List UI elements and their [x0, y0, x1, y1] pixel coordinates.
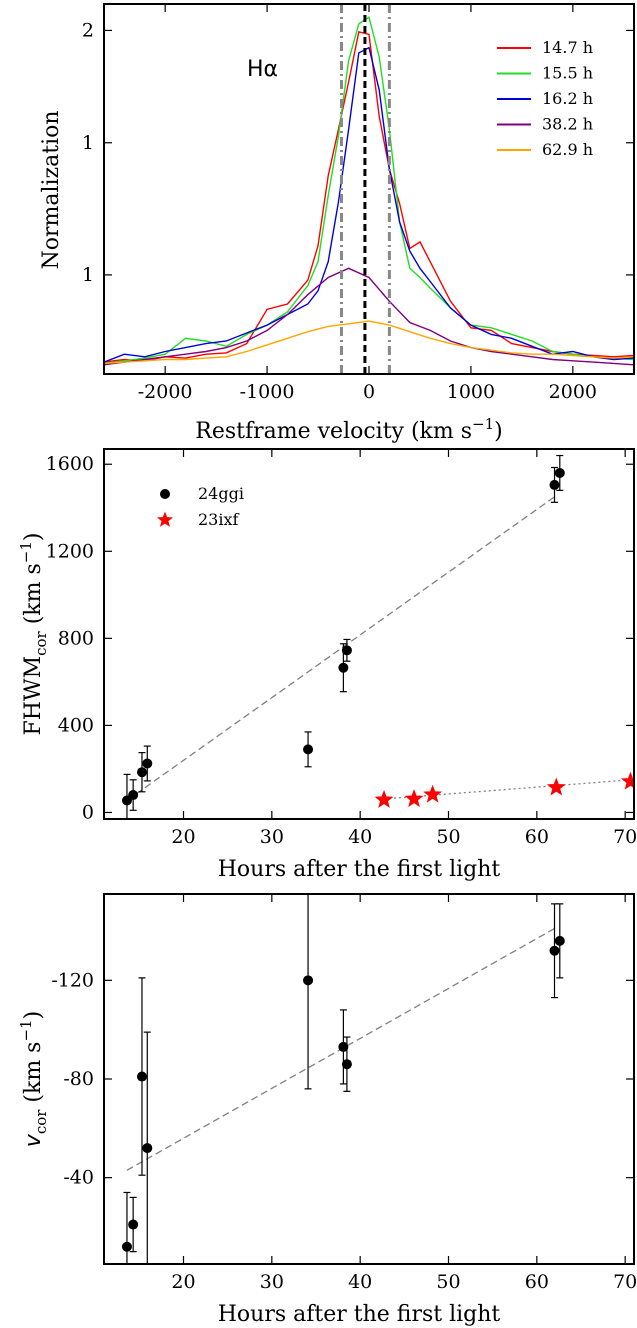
y-axis-title-main: FHWM [21, 656, 46, 736]
legend-label: 16.2 h [542, 89, 593, 108]
y-tick-label: 400 [58, 714, 94, 736]
panel-1: -2000 -1000 0 1000 2000 1 1 2 Hα 14.7 h 15.5 h 16.2… [39, 3, 635, 444]
x-axis-title-main: Restframe velocity (km s [195, 419, 472, 444]
plot-area [121, 894, 565, 1264]
line-annotation: Hα [247, 57, 278, 82]
x-tick-label: -2000 [138, 381, 193, 403]
data-point [554, 467, 565, 478]
data-point [142, 1143, 153, 1154]
plot-area [104, 4, 634, 374]
legend: 14.7 h 15.5 h 16.2 h 38.2 h 62.9 h [497, 38, 593, 159]
y-axis-title-sup: −1 [17, 1019, 35, 1041]
data-point [121, 1241, 132, 1252]
data-point [142, 758, 153, 769]
x-tick-label: 50 [436, 826, 460, 848]
data-point-star [423, 784, 443, 803]
y-axis-title-tail: (km s [21, 563, 46, 631]
data-point [341, 1059, 352, 1070]
legend-label: 15.5 h [542, 64, 593, 83]
x-axis-title: Hours after the first light [218, 857, 501, 882]
data-point [549, 945, 560, 956]
x-tick-label: 60 [525, 1271, 549, 1293]
y-tick-label: -40 [63, 1167, 94, 1189]
x-tick-label: 1000 [447, 381, 495, 403]
y-axis-title-end: ) [21, 533, 46, 542]
fit-line-dotted [383, 779, 631, 800]
data-point [128, 790, 139, 801]
y-tick-label: -120 [51, 969, 94, 991]
data-point [128, 1219, 139, 1230]
data-point [136, 1071, 147, 1082]
legend-label: 62.9 h [542, 140, 593, 159]
x-axis-title: Hours after the first light [218, 1302, 501, 1327]
series-line-16-2-h [104, 46, 634, 363]
data-point [303, 975, 314, 986]
x-tick-label: 0 [363, 381, 375, 403]
x-axis-title-sup: −1 [472, 415, 494, 433]
data-point-star [546, 777, 566, 796]
x-tick-label: 70 [613, 826, 637, 848]
x-tick-label: 30 [260, 826, 284, 848]
series-line-38-2-h [104, 267, 634, 366]
legend-label: 14.7 h [542, 38, 593, 57]
plot-frame [103, 893, 635, 1265]
x-tick-label: 70 [613, 1271, 637, 1293]
x-tick-label: 50 [436, 1271, 460, 1293]
legend: 24ggi 23ixf [156, 484, 244, 529]
fit-line-dashed [126, 496, 555, 802]
y-tick-label: 1200 [46, 540, 94, 562]
y-tick-label: 1600 [46, 453, 94, 475]
legend-marker [160, 489, 170, 499]
x-tick-label: 30 [260, 1271, 284, 1293]
y-tick-label: 2 [82, 19, 94, 41]
y-axis-title-tail: (km s [21, 1042, 46, 1110]
plot-frame [103, 3, 635, 375]
y-tick-label: 0 [82, 801, 94, 823]
x-tick-label: 60 [525, 826, 549, 848]
x-axis-title: Restframe velocity (km s−1) [195, 415, 503, 444]
data-point [554, 935, 565, 946]
data-point [136, 767, 147, 778]
panel-2: 20 30 40 50 60 70 0 400 800 1200 1600 24ggi 23ixf Hou… [17, 448, 637, 882]
plot-area [121, 454, 634, 819]
x-tick-label: 20 [171, 1271, 195, 1293]
x-tick-label: 20 [171, 826, 195, 848]
series-line-62-9-h [104, 320, 634, 365]
data-point [338, 662, 349, 673]
data-point [341, 645, 352, 656]
data-point [338, 1041, 349, 1052]
data-point [303, 744, 314, 755]
y-axis-title-end: ) [21, 1011, 46, 1020]
y-axis-title: Normalization [39, 110, 64, 269]
x-tick-label: 40 [348, 1271, 372, 1293]
x-axis-title-tail: ) [494, 419, 503, 444]
plot-frame [103, 448, 635, 820]
data-point-star [621, 771, 634, 790]
y-tick-label: 1 [82, 132, 94, 154]
series-line-14-7-h [104, 30, 634, 363]
x-tick-label: 2000 [549, 381, 597, 403]
y-axis-title: FHWMcor (km s−1) [17, 533, 50, 736]
y-axis-title: vcor (km s−1) [17, 1011, 50, 1147]
data-point-star [404, 789, 424, 807]
legend-marker-star [156, 511, 174, 527]
y-tick-label: -80 [63, 1068, 94, 1090]
y-axis-title-main: v [21, 1133, 46, 1147]
legend-label: 38.2 h [542, 115, 593, 134]
x-tick-label: -1000 [240, 381, 295, 403]
y-tick-label: 1 [82, 264, 94, 286]
panel-3: 20 30 40 50 60 70 -40 -80 -120 Hours after the fi… [17, 893, 637, 1327]
data-point-star [374, 789, 394, 808]
y-tick-label: 800 [58, 627, 94, 649]
legend-label: 24ggi [198, 484, 244, 503]
x-tick-label: 40 [348, 826, 372, 848]
y-axis-title-sub: cor [32, 1109, 50, 1134]
legend-label: 23ixf [198, 510, 240, 529]
y-axis-title-sup: −1 [17, 541, 35, 563]
y-axis-title-sub: cor [32, 630, 50, 655]
data-point [549, 479, 560, 490]
